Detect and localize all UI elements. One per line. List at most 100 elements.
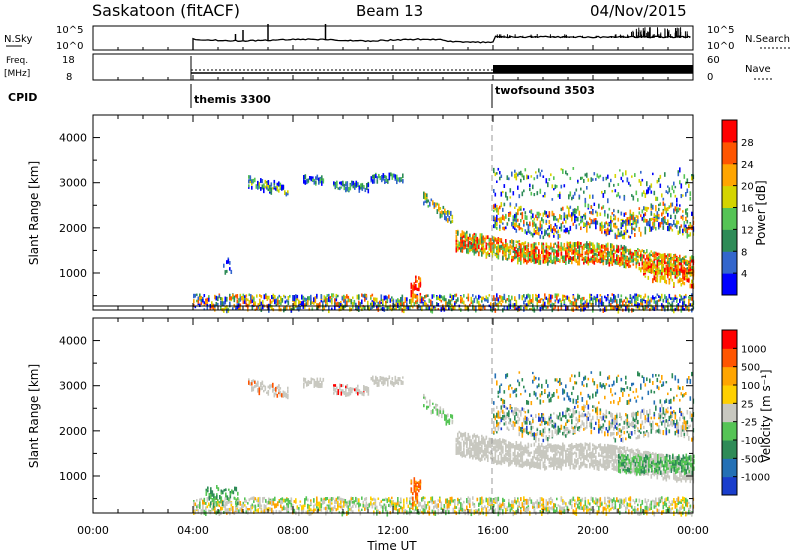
range-gate-cell (523, 253, 525, 258)
range-gate-cell (653, 271, 656, 277)
range-gate-cell (566, 459, 569, 462)
colorbar-segment (722, 251, 737, 274)
range-gate-cell (485, 454, 488, 458)
range-gate-cell (306, 179, 308, 185)
range-gate-cell (308, 307, 311, 311)
range-gate-cell (587, 256, 590, 262)
range-gate-cell (559, 455, 561, 460)
range-gate-cell (252, 179, 255, 184)
range-gate-cell (265, 293, 267, 297)
range-gate-cell (536, 257, 539, 262)
range-gate-cell (508, 249, 510, 252)
range-gate-cell (575, 298, 578, 303)
y-tick-label: 4000 (59, 132, 87, 145)
range-gate-cell (544, 301, 546, 306)
range-gate-cell (580, 215, 582, 219)
range-gate-cell (514, 225, 516, 230)
range-gate-cell (475, 246, 477, 252)
range-gate-cell (229, 293, 231, 299)
range-gate-cell (220, 297, 222, 301)
range-gate-cell (481, 299, 483, 303)
range-gate-cell (653, 270, 656, 274)
range-gate-cell (671, 224, 674, 227)
range-gate-cell (259, 307, 261, 310)
range-gate-cell (268, 304, 270, 310)
range-gate-cell (557, 457, 560, 462)
range-gate-cell (655, 226, 657, 231)
range-gate-cell (686, 270, 689, 274)
range-gate-cell (473, 240, 476, 244)
range-gate-cell (650, 298, 653, 303)
range-gate-cell (586, 302, 588, 308)
range-gate-cell (227, 258, 230, 264)
range-gate-cell (556, 218, 558, 221)
range-gate-cell (484, 305, 486, 310)
range-gate-cell (659, 253, 662, 256)
range-gate-cell (665, 270, 668, 274)
range-gate-cell (455, 247, 458, 253)
range-gate-cell (667, 185, 669, 188)
range-gate-cell (262, 304, 264, 310)
range-gate-cell (592, 251, 594, 255)
range-gate-cell (556, 185, 558, 188)
range-gate-cell (494, 203, 497, 208)
range-gate-cell (565, 220, 567, 224)
range-gate-cell (454, 305, 456, 311)
range-gate-cell (469, 248, 471, 251)
range-gate-cell (646, 189, 648, 195)
range-gate-cell (506, 306, 509, 310)
range-gate-cell (670, 272, 672, 277)
range-gate-cell (653, 251, 656, 255)
range-gate-cell (577, 179, 579, 183)
range-gate-cell (444, 212, 446, 218)
range-gate-cell (554, 249, 557, 254)
range-gate-cell (527, 461, 530, 466)
range-gate-cell (664, 275, 666, 281)
range-gate-cell (515, 212, 518, 218)
range-gate-cell (565, 305, 567, 311)
range-gate-cell (674, 267, 677, 272)
range-gate-cell (496, 254, 498, 259)
range-gate-cell (656, 260, 659, 263)
range-gate-cell (444, 418, 446, 421)
range-gate-cell (578, 294, 581, 299)
range-gate-cell (650, 183, 653, 188)
range-gate-cell (295, 294, 297, 299)
range-gate-cell (248, 300, 251, 306)
range-gate-cell (520, 259, 522, 265)
range-gate-cell (571, 212, 573, 217)
range-gate-cell (547, 250, 549, 255)
range-gate-cell (430, 410, 433, 415)
range-gate-cell (578, 194, 581, 198)
range-gate-cell (586, 227, 588, 233)
range-gate-cell (575, 301, 578, 306)
range-gate-cell (352, 185, 355, 189)
range-gate-cell (617, 261, 620, 265)
range-gate-cell (401, 298, 404, 304)
range-gate-cell (303, 383, 305, 389)
range-gate-cell (646, 261, 648, 265)
range-gate-cell (680, 295, 683, 300)
range-gate-cell (200, 295, 203, 300)
range-gate-cell (662, 258, 665, 261)
range-gate-cell (635, 300, 638, 305)
range-gate-cell (524, 444, 527, 448)
range-gate-cell (497, 454, 500, 459)
range-gate-cell (538, 457, 540, 462)
range-gate-cell (685, 261, 687, 266)
range-gate-cell (289, 306, 291, 310)
range-gate-cell (688, 269, 690, 272)
range-gate-cell (437, 303, 440, 307)
freq-left-tick-top: 18 (62, 55, 75, 66)
range-gate-cell (359, 305, 362, 309)
range-gate-cell (271, 305, 273, 310)
range-gate-cell (463, 447, 465, 452)
range-gate-cell (554, 293, 557, 299)
range-gate-cell (551, 246, 554, 251)
range-gate-cell (337, 294, 339, 298)
range-gate-cell (584, 197, 587, 204)
range-gate-cell (481, 235, 483, 241)
power-x-ticks (92, 115, 694, 310)
range-gate-cell (535, 259, 537, 264)
range-gate-cell (599, 226, 602, 232)
